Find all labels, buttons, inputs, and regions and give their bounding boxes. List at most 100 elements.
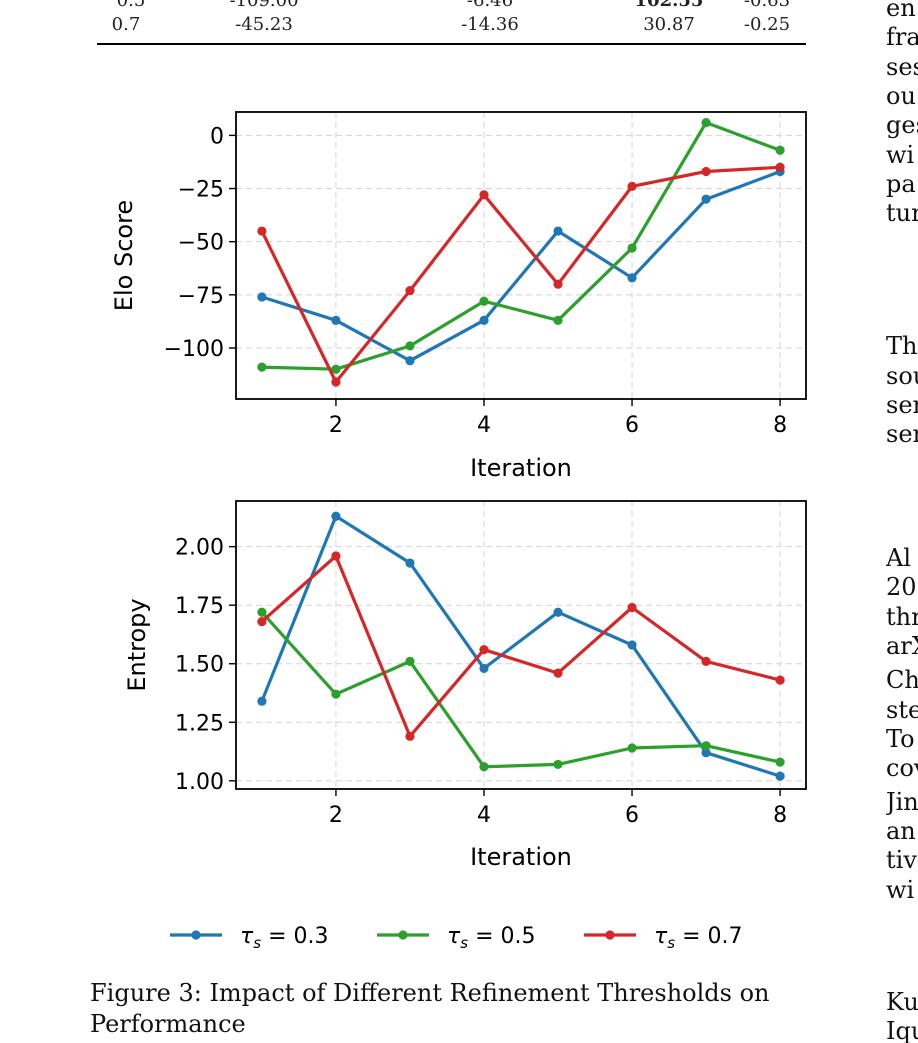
value-cell: -6.46 — [466, 0, 514, 11]
data-point — [627, 743, 637, 753]
value-cell: 30.87 — [643, 14, 695, 35]
data-point — [553, 668, 563, 678]
legend-label: τs = 0.7 — [654, 924, 743, 952]
series-line-1 — [261, 170, 781, 363]
x-tick-label: 8 — [773, 803, 787, 828]
y-axis-label: Elo Score — [110, 200, 138, 311]
text-fragment: arX — [886, 632, 918, 660]
text-fragment: sou — [886, 362, 918, 390]
value-cell-best: 102.55 — [634, 0, 704, 11]
data-point — [627, 602, 637, 613]
y-tick-label: −50 — [178, 231, 224, 256]
data-point — [553, 279, 563, 289]
value-cell: -14.36 — [461, 14, 519, 35]
legend-label: τs = 0.5 — [447, 924, 536, 952]
series-line-2 — [261, 120, 781, 371]
table-row: 0.7 -45.23 -14.36 30.87 -0.25 — [97, 14, 806, 38]
data-point — [701, 748, 711, 758]
data-point — [553, 759, 563, 770]
y-tick-label: 0 — [210, 124, 224, 149]
y-tick-label: −25 — [178, 178, 224, 203]
right-column-text: enfrasesougeswipaturThsouserserAl20thrar… — [886, 0, 918, 1043]
data-point — [405, 656, 415, 666]
x-tick-label: 6 — [625, 413, 639, 438]
data-point — [775, 771, 785, 781]
value-cell: -109.00 — [229, 0, 299, 11]
data-point — [701, 166, 711, 177]
legend-marker — [605, 930, 615, 940]
text-fragment: an — [886, 817, 916, 845]
text-fragment: Th — [886, 332, 918, 360]
data-point — [701, 118, 711, 128]
data-point — [479, 315, 489, 325]
text-fragment: 20 — [886, 573, 917, 601]
text-fragment: Jin — [886, 788, 918, 816]
x-tick-label: 8 — [773, 413, 787, 438]
plot-frame — [235, 500, 807, 790]
data-point — [627, 640, 637, 650]
value-cell: -45.23 — [235, 14, 293, 35]
tau-cell: 0.7 — [111, 14, 141, 35]
text-fragment: ser — [886, 391, 918, 419]
entropy-chart: 2 4 6 8 1.00 1.25 1.50 1.75 2.00 Iteration Entropy — [123, 500, 807, 871]
x-axis-label: Iteration — [470, 843, 572, 871]
data-point — [553, 607, 563, 617]
data-point — [405, 341, 415, 351]
x-tick-label: 6 — [625, 803, 639, 828]
data-point — [405, 558, 415, 568]
data-point — [257, 292, 267, 302]
y-axis-label: Entropy — [123, 598, 151, 691]
data-point — [553, 226, 563, 236]
text-fragment: tur — [886, 199, 918, 227]
y-tick-label: 1.25 — [175, 711, 224, 736]
data-point — [331, 511, 341, 521]
data-point — [479, 645, 489, 655]
text-fragment: Al — [886, 544, 912, 572]
text-fragment: en — [886, 0, 916, 22]
data-point — [257, 362, 267, 372]
text-fragment: Ch — [886, 666, 918, 694]
text-fragment: cov — [886, 754, 918, 782]
text-fragment: pa — [886, 170, 916, 198]
data-point — [405, 731, 415, 741]
data-point — [331, 551, 341, 561]
data-point — [331, 377, 341, 387]
data-point — [701, 656, 711, 666]
text-fragment: ou — [886, 82, 916, 110]
data-point — [627, 273, 637, 283]
y-tick-label: 1.75 — [175, 594, 224, 619]
text-fragment: Iqu — [886, 1017, 918, 1043]
x-axis-label: Iteration — [470, 454, 572, 482]
legend-label: τs = 0.3 — [240, 924, 329, 952]
text-fragment: ges — [886, 111, 918, 139]
data-point — [775, 162, 785, 172]
value-cell: -0.63 — [743, 0, 791, 11]
x-tick-label: 2 — [329, 803, 343, 828]
legend-marker — [398, 930, 408, 940]
y-tick-label: 2.00 — [175, 536, 224, 561]
y-tick-label: 1.00 — [175, 770, 224, 795]
data-point — [775, 757, 785, 767]
y-tick-label: −100 — [164, 337, 224, 362]
y-tick-label: −75 — [178, 284, 224, 309]
data-point — [257, 226, 267, 236]
data-point — [405, 285, 415, 296]
plot-frame — [235, 111, 807, 400]
series-line-2 — [260, 611, 781, 769]
data-point — [331, 364, 341, 374]
y-tick-label: 1.50 — [175, 653, 224, 678]
data-point — [479, 663, 489, 674]
text-fragment: ste — [886, 696, 918, 724]
text-fragment: tiv — [886, 846, 917, 874]
text-fragment: Ku — [886, 988, 918, 1016]
text-fragment: ses — [886, 53, 918, 81]
x-tick-label: 4 — [477, 803, 491, 828]
data-point — [257, 616, 267, 627]
text-fragment: thr — [886, 603, 918, 631]
elo-score-chart: 2 4 6 8 0 −25 −50 −75 −100 Iteration Elo Score — [110, 111, 807, 482]
data-point — [627, 243, 637, 253]
x-tick-label: 2 — [329, 413, 343, 438]
series-line-1 — [260, 514, 781, 778]
table-row: 0.5 -109.00 -6.46 102.55 -0.63 — [97, 0, 806, 14]
text-fragment: To — [886, 725, 915, 753]
